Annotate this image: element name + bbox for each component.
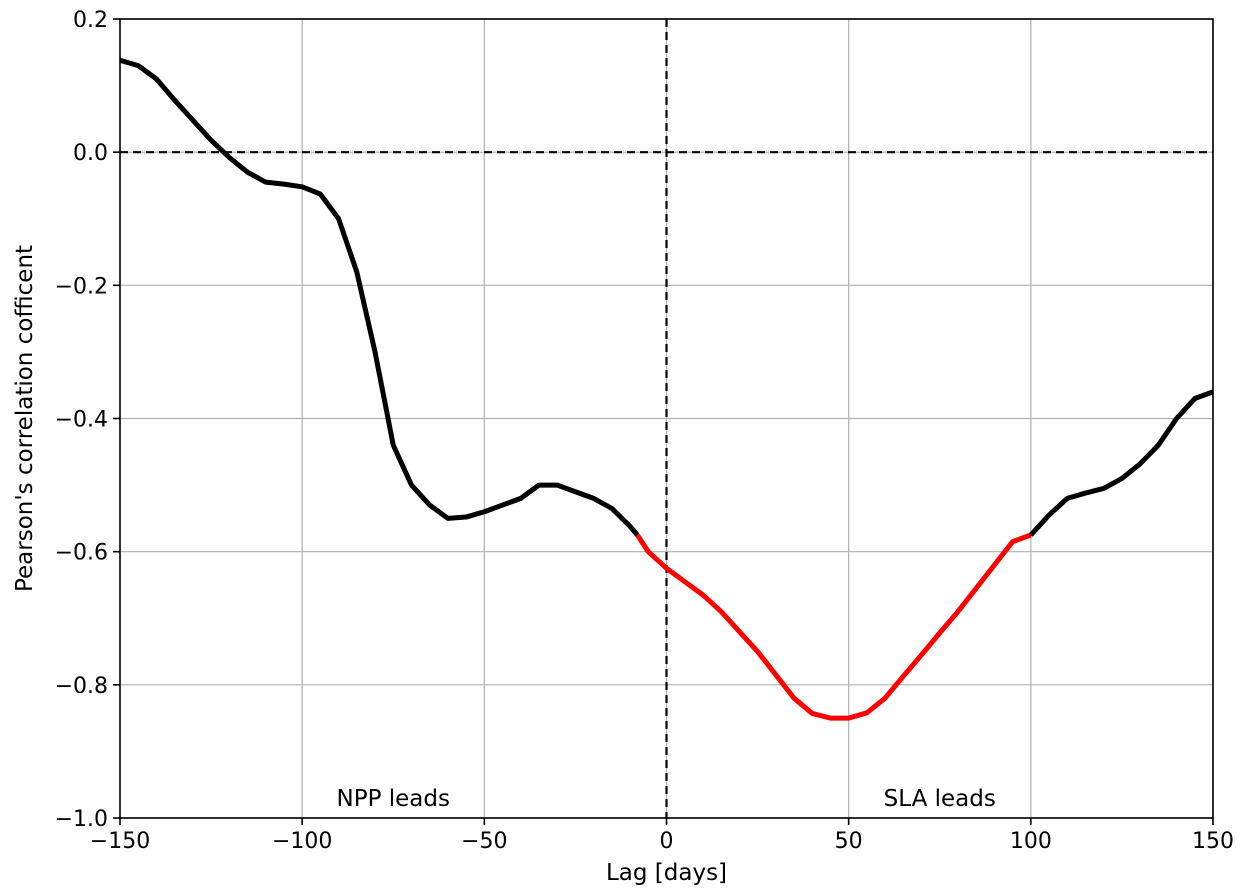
x-axis-ticks: −150 −100 −50 0 50 100 150 xyxy=(90,818,1234,854)
y-axis-ticks: 0.2 0.0 −0.2 −0.4 −0.6 −0.8 −1.0 xyxy=(55,8,120,832)
series-line-2 xyxy=(1028,389,1214,537)
y-tick-label-3: −0.4 xyxy=(55,408,108,433)
y-tick-label-2: −0.2 xyxy=(55,274,108,299)
series-line-1 xyxy=(635,532,1032,721)
y-tick-label-4: −0.6 xyxy=(55,541,108,566)
x-tick-label-2: −50 xyxy=(461,829,507,854)
x-tick-label-1: −100 xyxy=(272,829,332,854)
annotations: NPP leads SLA leads xyxy=(337,786,996,812)
y-tick-label-0: 0.2 xyxy=(73,8,108,33)
x-tick-label-4: 50 xyxy=(835,829,863,854)
y-tick-label-1: 0.0 xyxy=(73,141,108,166)
annotation-0: NPP leads xyxy=(337,786,450,812)
annotation-1: SLA leads xyxy=(884,786,996,812)
series-lines xyxy=(119,57,1214,721)
y-tick-label-5: −0.8 xyxy=(55,674,108,699)
y-axis-label: Pearson's correlation cofficent xyxy=(12,245,38,592)
x-tick-label-6: 150 xyxy=(1192,829,1234,854)
y-tick-label-6: −1.0 xyxy=(55,807,108,832)
x-tick-label-0: −150 xyxy=(90,829,150,854)
x-tick-label-3: 0 xyxy=(660,829,674,854)
x-axis-label: Lag [days] xyxy=(606,860,727,886)
reference-lines xyxy=(120,19,1213,818)
x-tick-label-5: 100 xyxy=(1010,829,1052,854)
series-line-0 xyxy=(119,57,640,537)
